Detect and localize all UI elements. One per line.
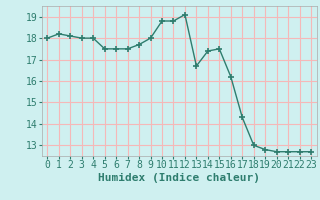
X-axis label: Humidex (Indice chaleur): Humidex (Indice chaleur) xyxy=(98,173,260,183)
